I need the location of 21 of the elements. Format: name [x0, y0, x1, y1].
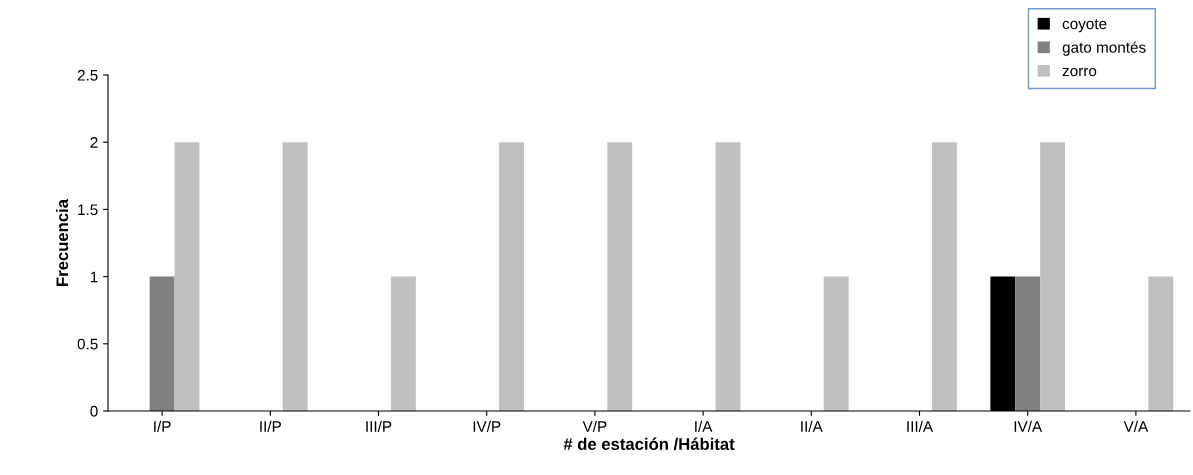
x-tick-label: I/A — [695, 420, 713, 432]
legend-label: coyote — [1062, 19, 1107, 33]
x-axis-title: # de estación /Hábitat — [563, 437, 735, 451]
legend-label: zorro — [1062, 67, 1097, 77]
y-tick-label: 0.5 — [77, 338, 98, 350]
x-tick-label: IV/P — [473, 420, 501, 432]
y-tick-label: 2 — [90, 137, 98, 148]
x-tick-label: III/A — [907, 420, 934, 432]
y-tick-label: 0 — [90, 405, 98, 417]
x-tick-label: III/P — [366, 420, 392, 432]
x-tick-label: V/P — [582, 420, 607, 432]
x-tick-label: V/A — [1123, 420, 1149, 432]
y-tick-label: 1.5 — [78, 204, 98, 216]
x-tick-label: I/P — [154, 420, 171, 432]
y-tick-label: 1 — [90, 271, 98, 283]
y-tick-label: 2.5 — [77, 69, 98, 81]
x-tick-label: IV/A — [1014, 420, 1043, 432]
legend-label: gato montés — [1062, 41, 1146, 56]
y-axis-title: Frecuencia — [55, 198, 69, 286]
x-tick-label: II/A — [801, 420, 823, 432]
x-tick-label: II/P — [260, 420, 281, 432]
